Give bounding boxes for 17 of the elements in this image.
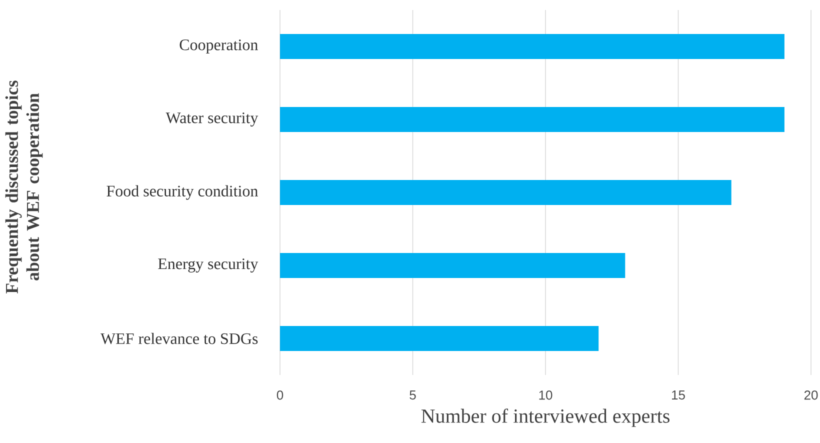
bar (280, 106, 784, 132)
y-tick-label: Food security condition (106, 185, 258, 200)
x-axis-title: Number of interviewed experts (421, 408, 670, 427)
y-tick-label: Cooperation (180, 40, 258, 54)
x-tick-label: 20 (804, 390, 818, 400)
x-tick-label: 0 (276, 390, 284, 400)
y-tick-label: Water security (166, 112, 258, 127)
x-tick-label: 5 (410, 390, 416, 400)
bar (280, 34, 784, 59)
bar (280, 326, 599, 351)
y-tick-label: WEF relevance to SDGs (100, 332, 258, 344)
x-tick-label: 15 (672, 390, 685, 400)
bar (280, 180, 732, 205)
y-tick-label: Energy security (158, 258, 258, 273)
x-tick-label: 10 (539, 390, 552, 400)
y-axis-title: Frequently discussed topics about WEF cooperation (5, 80, 43, 294)
bar (280, 252, 626, 278)
